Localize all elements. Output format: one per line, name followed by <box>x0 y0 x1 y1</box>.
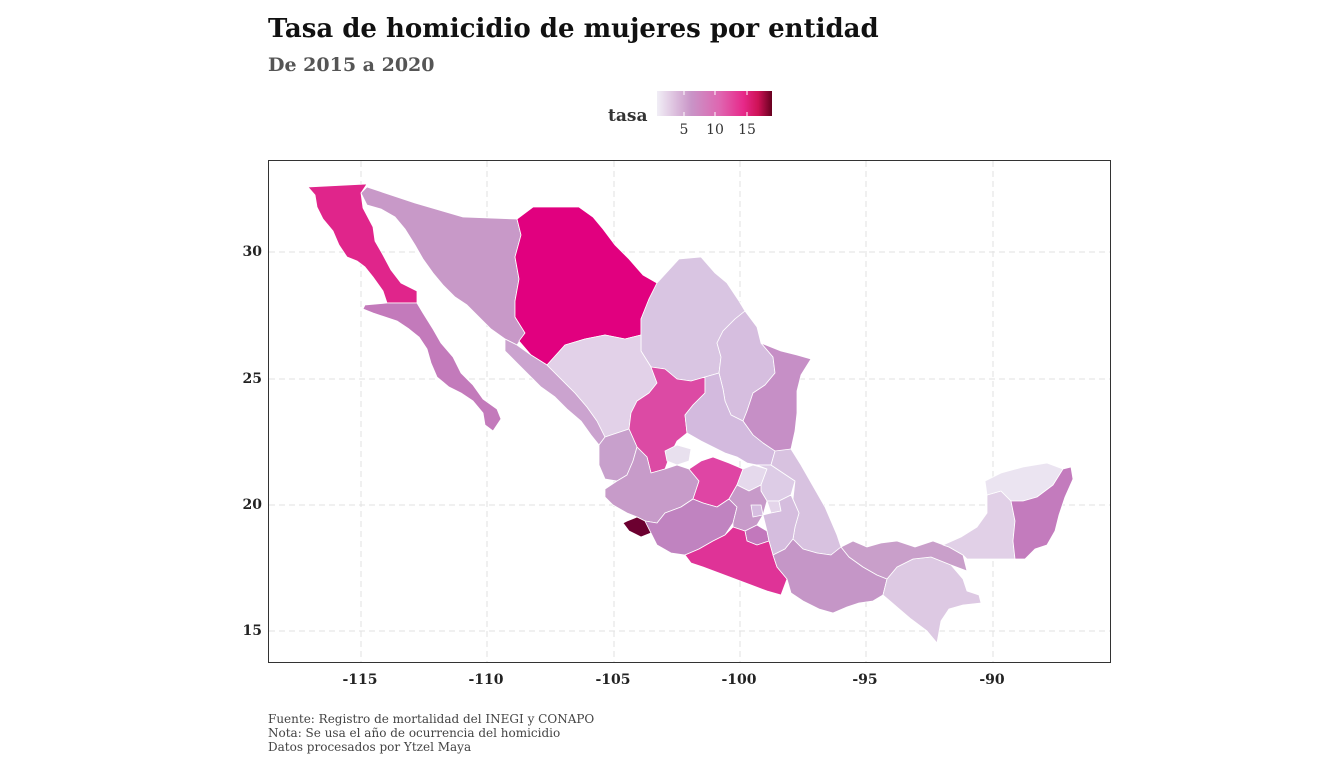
region-aguascalientes <box>664 444 692 466</box>
legend-tick-10: 10 <box>706 122 724 138</box>
y-tick-30: 30 <box>242 244 262 260</box>
legend-title: tasa <box>608 106 648 126</box>
region-cdmx <box>750 504 764 518</box>
x-tick-minus-105: -105 <box>595 672 631 688</box>
states <box>307 183 1074 644</box>
map-svg <box>269 161 1110 662</box>
legend-tick-15: 15 <box>738 122 756 138</box>
region-baja-california-sur <box>362 302 502 432</box>
region-tabasco <box>840 540 968 580</box>
x-tick-minus-110: -110 <box>468 672 504 688</box>
caption: Fuente: Registro de mortalidad del INEGI… <box>268 712 594 754</box>
x-tick-minus-100: -100 <box>721 672 757 688</box>
y-tick-25: 25 <box>242 371 262 387</box>
caption-credit: Datos procesados por Ytzel Maya <box>268 740 472 754</box>
chart-title: Tasa de homicidio de mujeres por entidad <box>268 14 879 44</box>
map-panel <box>268 160 1111 663</box>
y-tick-20: 20 <box>242 497 262 513</box>
region-quintana-roo <box>1010 466 1074 560</box>
y-tick-15: 15 <box>242 623 262 639</box>
legend-colorbar <box>657 91 772 116</box>
x-tick-minus-95: -95 <box>852 672 878 688</box>
region-campeche <box>942 490 1016 560</box>
x-tick-minus-90: -90 <box>979 672 1005 688</box>
region-colima <box>622 516 652 538</box>
chart-subtitle: De 2015 a 2020 <box>268 54 435 76</box>
legend-tick-5: 5 <box>679 122 689 138</box>
caption-source: Fuente: Registro de mortalidad del INEGI… <box>268 712 595 726</box>
caption-note: Nota: Se usa el año de ocurrencia del ho… <box>268 726 561 740</box>
x-tick-minus-115: -115 <box>342 672 378 688</box>
